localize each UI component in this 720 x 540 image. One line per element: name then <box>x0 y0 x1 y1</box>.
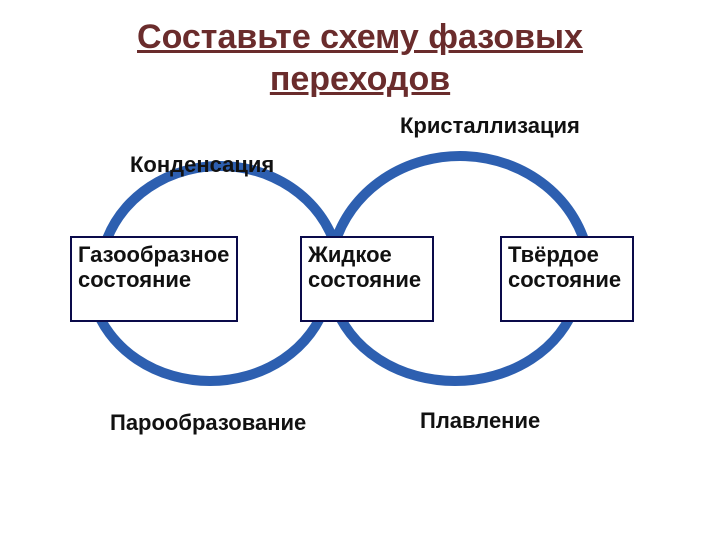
state-box-solid: Твёрдое состояние <box>500 236 634 322</box>
process-label-crystallization: Кристаллизация <box>400 113 610 138</box>
process-label-melting: Плавление <box>420 408 600 433</box>
process-label-vaporization: Парообразование <box>110 410 340 435</box>
state-box-liquid: Жидкое состояние <box>300 236 434 322</box>
process-label-condensation: Конденсация <box>130 152 310 177</box>
page-title-line1: Составьте схему фазовых <box>0 18 720 57</box>
state-label-gas: Газообразное состояние <box>78 242 230 293</box>
state-box-gas: Газообразное состояние <box>70 236 238 322</box>
state-label-solid: Твёрдое состояние <box>508 242 626 293</box>
page-title-line2: переходов <box>0 60 720 99</box>
state-label-liquid: Жидкое состояние <box>308 242 426 293</box>
diagram-canvas: { "title": { "line1": "Составьте схему ф… <box>0 0 720 540</box>
